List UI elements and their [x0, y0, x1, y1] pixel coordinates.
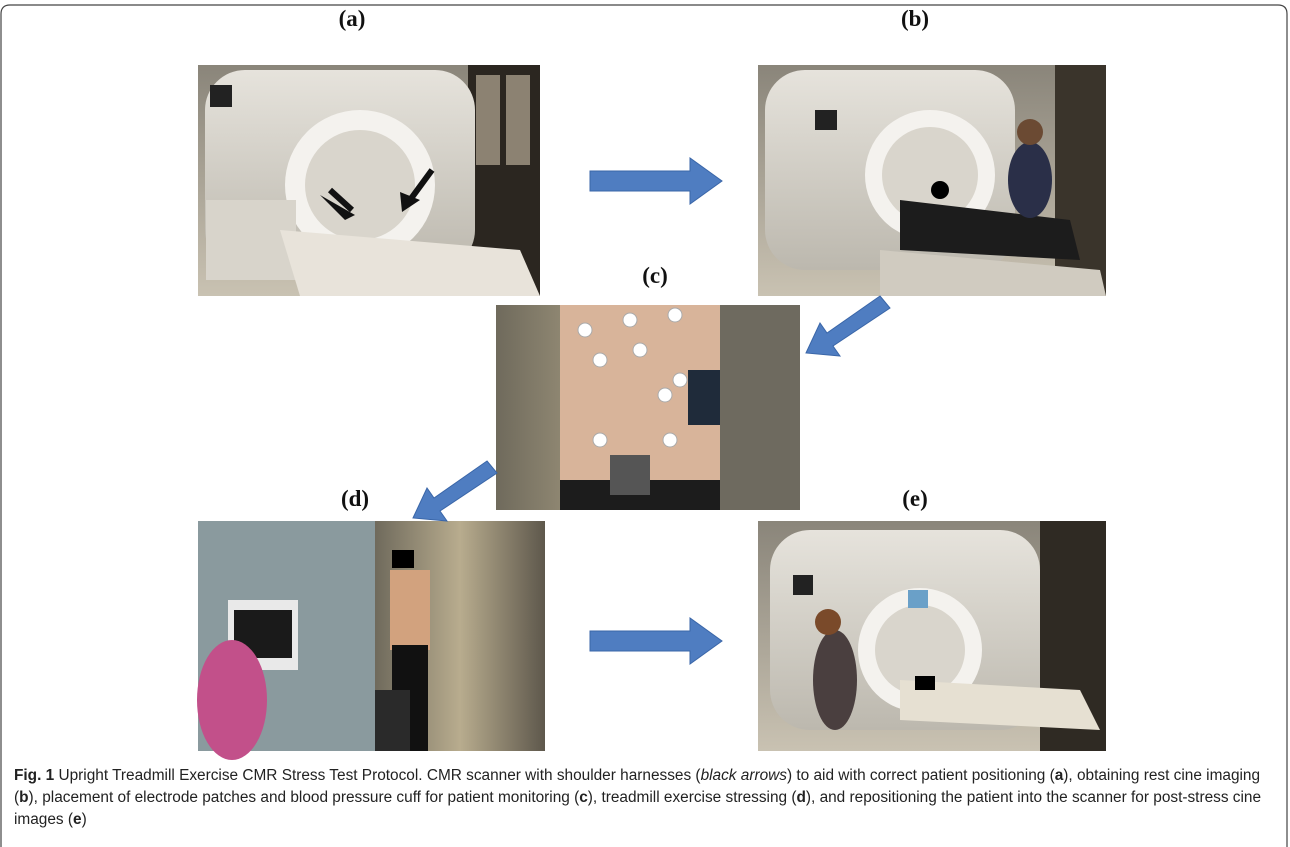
caption-run: Upright Treadmill Exercise CMR Stress Te… — [54, 767, 701, 784]
caption-run: ), obtaining rest cine imaging ( — [14, 767, 1261, 806]
flow-arrows — [412, 157, 891, 665]
caption-run: ) to aid with correct patient positionin… — [786, 767, 1055, 784]
frame — [0, 4, 1288, 847]
caption-run: ), and repositioning the patient into th… — [14, 789, 1262, 828]
panel-label: (d) — [341, 486, 369, 511]
caption-run: ), treadmill exercise stressing ( — [587, 789, 797, 806]
photo-e — [758, 521, 1106, 751]
photo-b — [758, 65, 1106, 296]
caption-run: Fig. 1 — [14, 767, 55, 784]
panel-label: (b) — [901, 6, 929, 31]
panel-label: (a) — [339, 6, 366, 31]
caption-run: a — [1054, 767, 1064, 784]
caption-run: ), placement of electrode patches and bl… — [28, 789, 580, 806]
photo-d — [197, 521, 545, 760]
caption-run: d — [796, 789, 806, 806]
caption-run: black arrows — [700, 767, 787, 784]
figure-caption: Fig. 1 Upright Treadmill Exercise CMR St… — [14, 765, 1276, 831]
caption-run: c — [579, 789, 588, 806]
caption-run: ) — [81, 811, 87, 828]
panel-label: (c) — [642, 263, 668, 288]
panel-label: (e) — [902, 486, 928, 511]
photo-a — [198, 65, 540, 296]
caption-run: e — [73, 811, 82, 828]
caption-run: b — [19, 789, 29, 806]
photo-c — [496, 305, 800, 510]
